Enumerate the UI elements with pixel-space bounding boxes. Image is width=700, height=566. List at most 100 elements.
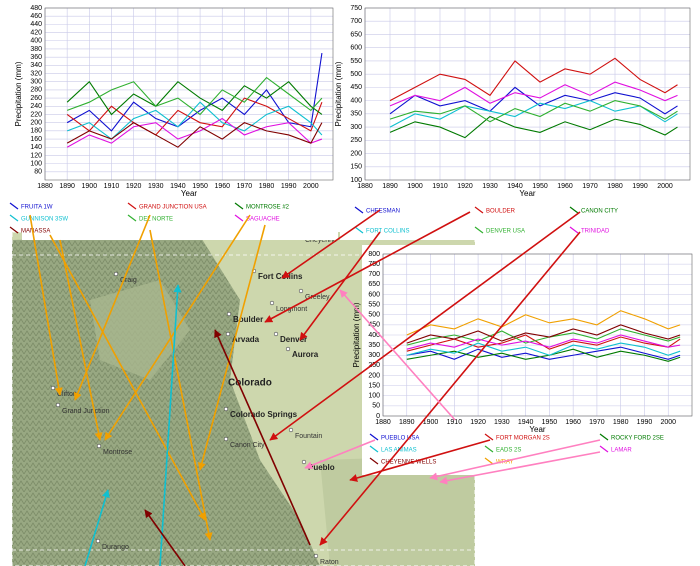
y-tick-label: 350 (368, 342, 380, 349)
y-tick-label: 180 (30, 128, 42, 135)
y-tick-label: 650 (368, 281, 380, 288)
legend-swatch (354, 226, 364, 234)
y-tick-label: 140 (30, 144, 42, 151)
x-tick-label: 1970 (582, 183, 598, 190)
legend-label: DEL NORTE (139, 217, 173, 223)
arrow (144, 509, 186, 566)
legend-swatch (354, 206, 364, 214)
y-tick-label: 360 (30, 54, 42, 61)
y-tick-label: 800 (368, 251, 380, 258)
y-tick-label: 250 (350, 137, 362, 144)
legend-label: CHEESMAN (366, 209, 400, 215)
x-tick-label: 1880 (357, 183, 373, 190)
legend-label: WRAY (496, 460, 514, 466)
y-tick-label: 500 (350, 71, 362, 78)
y-tick-label: 300 (30, 79, 42, 86)
y-tick-label: 50 (372, 403, 380, 410)
x-tick-label: 1880 (375, 419, 391, 426)
mountains (12, 236, 320, 566)
arrow (299, 231, 381, 341)
y-tick-label: 320 (30, 70, 42, 77)
y-tick-label: 340 (30, 62, 42, 69)
y-axis-label: Precipitation (mm) (14, 61, 23, 126)
x-tick-label: 1990 (632, 183, 648, 190)
y-tick-label: 400 (350, 97, 362, 104)
plains (320, 455, 475, 566)
x-tick-label: 1960 (565, 419, 581, 426)
city-label: Denver (280, 335, 307, 344)
series-line (66, 122, 323, 148)
legend-label: EADS 2S (496, 448, 521, 454)
x-tick-label: 1950 (542, 419, 558, 426)
y-tick-label: 0 (376, 413, 380, 420)
x-tick-label: 1990 (637, 419, 653, 426)
arrow (429, 439, 601, 481)
arrow (349, 439, 491, 482)
x-tick-label: 1920 (470, 419, 486, 426)
legend-label: MANASSA (21, 229, 50, 235)
series-line (406, 310, 681, 336)
x-tick-label: 1930 (494, 419, 510, 426)
series-line (406, 334, 681, 350)
y-axis-label: Precipitation (mm) (334, 61, 343, 126)
city-dot (55, 402, 61, 408)
y-tick-label: 200 (350, 150, 362, 157)
city-dot (285, 346, 291, 352)
legend-label: GUNNISON 3SW (21, 217, 68, 223)
y-tick-label: 450 (350, 84, 362, 91)
y-tick-label: 400 (368, 332, 380, 339)
city-labels: Cheyenne Fort Collins Greeley Craig Longmont… (50, 231, 339, 566)
y-tick-label: 750 (368, 261, 380, 268)
y-tick-label: 80 (34, 169, 42, 176)
arrow (149, 229, 213, 541)
arrow (29, 214, 63, 396)
city-label: Fountain (295, 433, 322, 440)
city-label: Cheyenne (305, 237, 337, 244)
y-tick-label: 350 (350, 111, 362, 118)
x-tick-label: 1960 (214, 183, 230, 190)
city-label: Pueblo (308, 463, 335, 472)
charts: 8010012014016018020022024026028030032034… (9, 2, 697, 475)
arrow (73, 214, 151, 401)
x-axis-label: Year (181, 189, 198, 198)
series-line (389, 100, 678, 123)
legend-swatch (484, 457, 494, 465)
y-tick-label: 650 (350, 31, 362, 38)
y-tick-label: 200 (368, 372, 380, 379)
x-tick-label: 1890 (399, 419, 415, 426)
arrow (319, 231, 581, 546)
legend-swatch (484, 445, 494, 453)
city-dot (225, 331, 231, 337)
legend-label: BOULDER (486, 209, 516, 215)
series-line (406, 324, 681, 344)
y-tick-label: 420 (30, 29, 42, 36)
x-tick-label: 1940 (507, 183, 523, 190)
x-tick-label: 1910 (104, 183, 120, 190)
city-label: Greeley (305, 294, 330, 301)
city-label: Canon City (230, 442, 265, 449)
series-line (389, 81, 678, 107)
city-label: Colorado (228, 378, 272, 389)
x-tick-label: 1900 (82, 183, 98, 190)
city-dot (313, 553, 319, 559)
chart-background (362, 245, 697, 475)
city-label: Fort Collins (258, 272, 303, 281)
x-tick-label: 1950 (192, 183, 208, 190)
x-tick-label: 1940 (170, 183, 186, 190)
city-label: Arvada (232, 335, 260, 344)
x-tick-label: 1960 (557, 183, 573, 190)
legend-swatch (369, 433, 379, 441)
x-tick-label: 1980 (259, 183, 275, 190)
x-tick-label: 1920 (457, 183, 473, 190)
y-axis-label: Precipitation (mm) (352, 302, 361, 367)
city-label: Colorado Springs (230, 410, 298, 419)
city-dot (288, 427, 294, 433)
city-dot (301, 459, 307, 465)
x-tick-label: 1930 (482, 183, 498, 190)
y-tick-label: 100 (350, 177, 362, 184)
legend-label: SAGUACHE (246, 217, 280, 223)
y-tick-label: 100 (368, 393, 380, 400)
y-tick-label: 550 (368, 301, 380, 308)
